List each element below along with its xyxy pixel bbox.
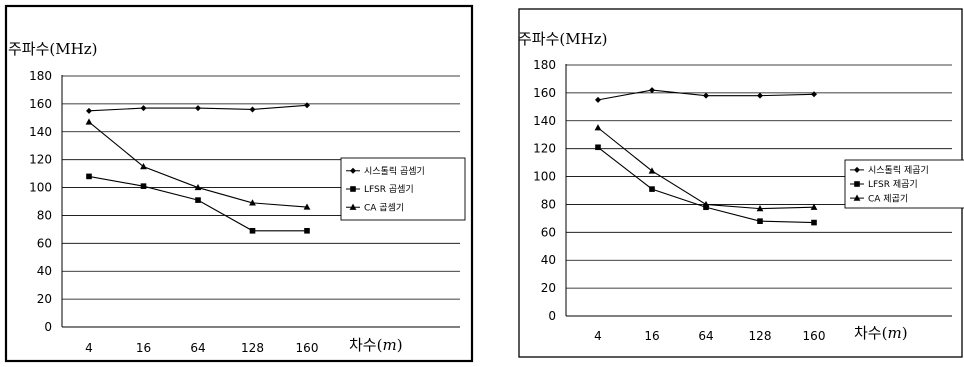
data-point	[194, 183, 202, 191]
data-point	[140, 105, 147, 112]
legend: 시스톨릭 제곱기 LFSR 제곱기 CA 제곱기	[844, 159, 964, 209]
x-tick-label: 128	[749, 329, 772, 343]
chart-panel-multiplier: 0 20 40 60 80 100 120 140 160 180 4 16 64 128 160 주파수(M…	[0, 0, 480, 367]
y-tick-label: 0	[548, 309, 556, 323]
chart-squarer: 0 20 40 60 80 100 120 140 160 180 4 16 64 128 160 주파수(M…	[518, 8, 964, 358]
data-point	[703, 204, 709, 211]
chart-multiplier: 0 20 40 60 80 100 120 140 160 180 4 16 64 128 160 주파수(M…	[4, 4, 474, 363]
data-point	[85, 118, 93, 125]
x-axis-title: 차수(m)	[854, 324, 908, 342]
y-tick-label: 60	[541, 225, 556, 239]
series-line	[88, 121, 308, 208]
data-point	[810, 203, 818, 210]
y-tick-label: 100	[29, 181, 52, 195]
legend-swatch-marker	[853, 194, 861, 201]
y-tick-label: 80	[37, 208, 52, 222]
y-tick-label: 60	[37, 236, 52, 250]
data-point	[757, 218, 763, 224]
legend-label: CA 제곱기	[868, 193, 908, 204]
legend: 시스톨릭 곱셈기 LFSR 곱셈기 CA 곱셈기	[340, 157, 466, 221]
y-tick-label: 120	[29, 153, 52, 167]
x-axis-title-suffix: )	[397, 336, 403, 354]
x-axis-title: 차수(m)	[349, 336, 403, 354]
data-point	[757, 92, 763, 99]
data-point	[649, 186, 655, 192]
legend-label: LFSR 제곱기	[868, 179, 918, 190]
y-axis-title: 주파수(MHz)	[8, 40, 97, 58]
data-point	[304, 227, 310, 234]
y-tick-label: 0	[44, 320, 52, 334]
y-tick-label: 20	[37, 292, 52, 306]
y-tick-label: 180	[533, 58, 556, 72]
x-tick-label: 160	[803, 329, 826, 343]
y-tick-label: 120	[533, 142, 556, 156]
legend-swatch-marker	[349, 203, 357, 210]
data-point	[303, 203, 311, 210]
data-point	[649, 87, 655, 94]
data-point	[595, 96, 601, 103]
x-tick-label: 128	[241, 341, 264, 355]
data-point	[195, 105, 201, 112]
x-axis-title-suffix: )	[902, 324, 908, 342]
x-tick-label: 64	[190, 341, 205, 355]
legend-label: 시스톨릭 곱셈기	[364, 165, 425, 177]
x-tick-label: 4	[594, 329, 602, 343]
y-tick-label: 40	[541, 253, 556, 267]
data-point	[304, 102, 310, 109]
x-axis-title-var: m	[382, 336, 396, 354]
data-point	[249, 199, 256, 206]
legend-swatch-marker	[854, 181, 860, 187]
y-tick-label: 140	[29, 125, 52, 139]
legend-swatch-marker	[350, 186, 356, 192]
data-point	[756, 205, 764, 212]
x-tick-label: 64	[698, 329, 713, 343]
chart-panel-squarer: 0 20 40 60 80 100 120 140 160 180 4 16 64 128 160 주파수(M…	[500, 0, 964, 367]
y-tick-label: 40	[37, 264, 52, 278]
data-point	[195, 197, 201, 203]
legend-label: LFSR 곱셈기	[364, 184, 414, 195]
data-point	[86, 173, 92, 180]
y-tick-label: 160	[29, 97, 52, 111]
series-line	[597, 146, 815, 224]
data-point	[249, 106, 256, 113]
data-point	[595, 144, 601, 151]
series-line	[597, 127, 815, 210]
data-point	[811, 91, 817, 98]
y-tick-label: 80	[541, 197, 556, 211]
y-tick-label: 140	[533, 114, 556, 128]
x-tick-label: 16	[644, 329, 659, 343]
legend-box	[340, 157, 466, 221]
x-tick-label: 160	[296, 341, 319, 355]
legend-label: 시스톨릭 제곱기	[868, 164, 929, 176]
x-tick-label: 16	[136, 341, 151, 355]
y-tick-label: 180	[29, 69, 52, 83]
data-point	[140, 183, 147, 189]
y-axis-title: 주파수(MHz)	[518, 30, 607, 48]
x-tick-label: 4	[85, 341, 93, 355]
y-tick-label: 100	[533, 170, 556, 184]
x-axis-title-prefix: 차수(	[349, 336, 382, 354]
data-point	[249, 227, 256, 234]
data-point	[811, 219, 817, 226]
y-tick-label: 20	[541, 281, 556, 295]
x-axis-title-var: m	[887, 324, 901, 342]
legend-swatch-marker	[350, 167, 356, 174]
x-axis-title-prefix: 차수(	[854, 324, 887, 342]
legend-box	[844, 159, 964, 209]
legend-swatch-marker	[854, 166, 860, 173]
chart-frame	[4, 4, 474, 363]
data-point	[594, 124, 602, 131]
data-point	[86, 107, 92, 114]
legend-label: CA 곱셈기	[364, 202, 404, 213]
data-point	[703, 92, 709, 99]
data-point	[140, 163, 147, 170]
data-point	[648, 167, 656, 174]
y-tick-label: 160	[533, 86, 556, 100]
data-point	[702, 200, 710, 208]
